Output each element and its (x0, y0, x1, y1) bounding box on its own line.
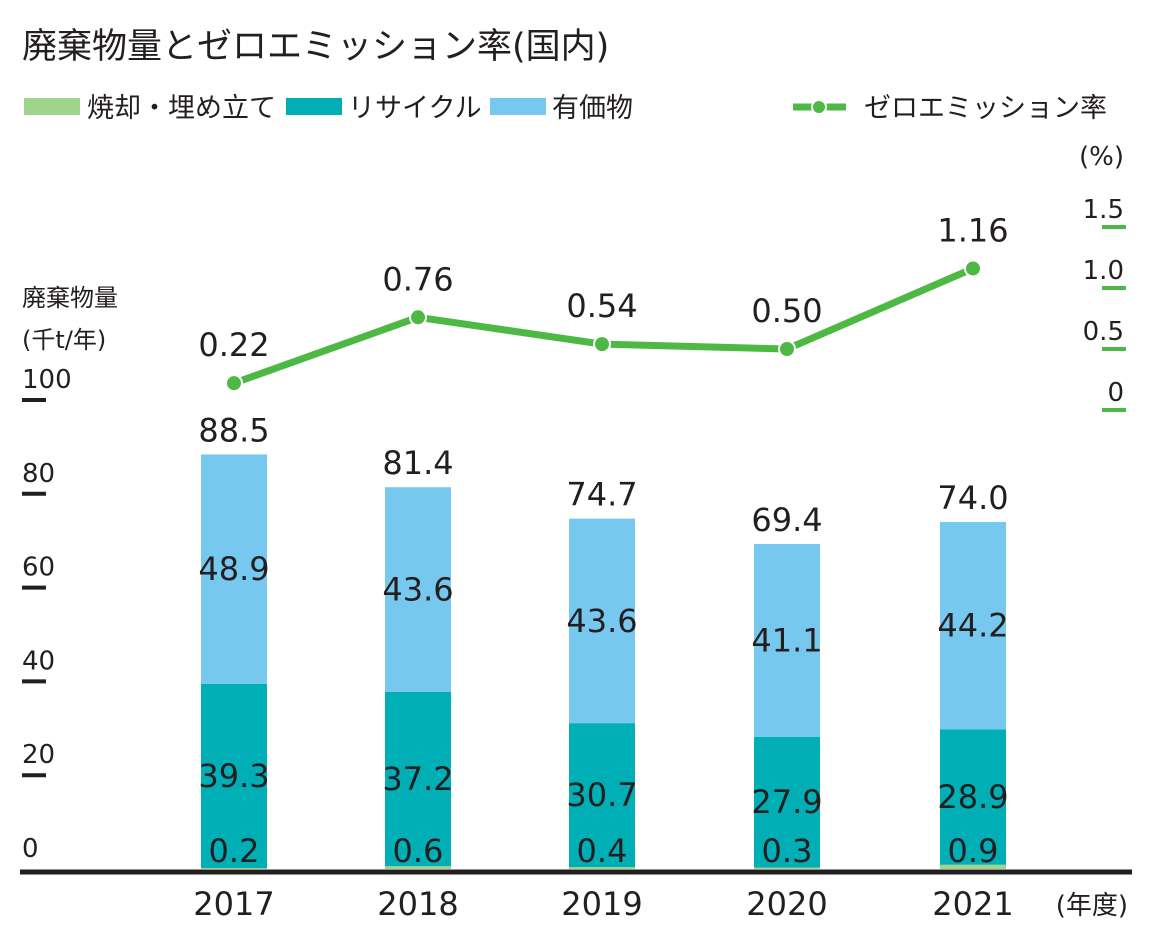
data-label-valuables: 48.9 (198, 550, 269, 588)
chart-title: 廃棄物量とゼロエミッション率(国内) (22, 27, 609, 67)
x-axis-unit: (年度) (1056, 891, 1128, 921)
legend-swatch-recycle (286, 98, 342, 115)
legend-label-zero-emission: ゼロエミッション率 (864, 93, 1107, 124)
data-label-incineration: 0.2 (209, 832, 260, 870)
data-label-incineration: 0.4 (577, 832, 628, 870)
y-left-tick-label: 80 (22, 459, 55, 489)
bar-segment-recycle (940, 729, 1006, 865)
bar-segment-incineration (385, 866, 451, 869)
bar-segment-incineration (940, 864, 1006, 869)
data-label-valuables: 44.2 (937, 607, 1008, 645)
data-label-incineration: 0.3 (762, 832, 813, 870)
data-label-zero-emission: 1.16 (937, 211, 1008, 249)
y-right-tick-label: 1.0 (1083, 256, 1124, 286)
data-label-zero-emission: 0.50 (751, 292, 822, 330)
data-label-valuables: 43.6 (382, 570, 453, 608)
legend-marker-zero-emission (811, 99, 827, 115)
y-right-tick-label: 0.5 (1083, 317, 1124, 347)
data-label-recycle: 39.3 (198, 757, 269, 795)
bars: 0.2 39.3 48.9 88.5 0.6 37.2 43.6 81.4 0.4 30.7 43.… (198, 411, 1008, 870)
zero-emission-line: 0.22 0.76 0.54 0.50 1.16 (198, 211, 1009, 393)
data-label-zero-emission: 0.54 (566, 287, 637, 325)
bar-segment-valuables (385, 487, 451, 692)
zero-emission-point (593, 335, 611, 354)
y-right-unit: (%) (1079, 142, 1124, 172)
legend-label-recycle: リサイクル (348, 93, 482, 124)
bar-segment-valuables (201, 454, 267, 684)
y-left-label-line1: 廃棄物量 (22, 284, 118, 312)
y-right-tick-label: 1.5 (1083, 195, 1124, 225)
data-label-zero-emission: 0.76 (382, 260, 453, 298)
data-label-incineration: 0.6 (393, 832, 444, 870)
zero-emission-point (778, 340, 796, 358)
zero-emission-point (409, 308, 427, 327)
zero-emission-point (225, 374, 243, 393)
legend-label-incineration: 焼却・埋め立て (87, 93, 276, 124)
x-tick-label: 2018 (377, 885, 458, 923)
y-left-tick-label: 40 (22, 646, 55, 676)
data-label-valuables: 41.1 (751, 621, 822, 659)
x-tick-label: 2019 (561, 885, 642, 923)
data-label-total: 74.7 (566, 476, 637, 514)
y-left-tick-label: 20 (22, 740, 55, 770)
bar-segment-incineration (754, 867, 820, 869)
y-left-label-line2: (千t/年) (22, 326, 106, 354)
y-left-tick-label: 0 (22, 834, 39, 864)
bar-segment-valuables (940, 521, 1006, 730)
bar-segment-recycle (754, 736, 820, 868)
y-right-ticks: 0 0.5 1.0 1.5 (1083, 195, 1126, 412)
data-label-total: 88.5 (198, 411, 269, 449)
x-tick-label: 2021 (932, 885, 1013, 923)
data-label-recycle: 28.9 (937, 778, 1008, 816)
legend-swatch-valuables (490, 98, 546, 115)
x-tick-label: 2020 (746, 885, 827, 923)
bar-segment-recycle (201, 683, 267, 869)
x-tick-labels: 2017 2018 2019 2020 2021 (193, 885, 1013, 923)
legend-swatch-incineration (24, 98, 80, 115)
data-label-incineration: 0.9 (948, 832, 999, 870)
bar-segment-recycle (385, 691, 451, 867)
zero-emission-point (964, 259, 982, 278)
bar-segment-recycle (569, 723, 635, 868)
bar-segment-valuables (569, 518, 635, 724)
bar-segment-incineration (201, 868, 267, 869)
data-label-valuables: 43.6 (566, 602, 637, 640)
data-label-recycle: 37.2 (382, 760, 453, 798)
x-tick-label: 2017 (193, 885, 274, 923)
y-left-ticks: 0 20 40 60 80 100 (22, 365, 72, 864)
y-right-tick-label: 0 (1107, 378, 1124, 408)
data-label-recycle: 27.9 (751, 783, 822, 821)
y-left-tick-label: 60 (22, 553, 55, 583)
legend-label-valuables: 有価物 (552, 93, 633, 124)
bar-segment-incineration (569, 867, 635, 869)
data-label-recycle: 30.7 (566, 776, 637, 814)
bar-segment-valuables (754, 543, 820, 737)
data-label-total: 74.0 (937, 479, 1008, 517)
data-label-zero-emission: 0.22 (198, 326, 269, 364)
data-label-total: 69.4 (751, 501, 822, 539)
y-left-tick-label: 100 (22, 365, 72, 395)
zero-emission-series-line (232, 265, 975, 387)
data-label-total: 81.4 (382, 444, 453, 482)
legend: 焼却・埋め立て リサイクル 有価物 ゼロエミッション率 (24, 93, 1107, 124)
